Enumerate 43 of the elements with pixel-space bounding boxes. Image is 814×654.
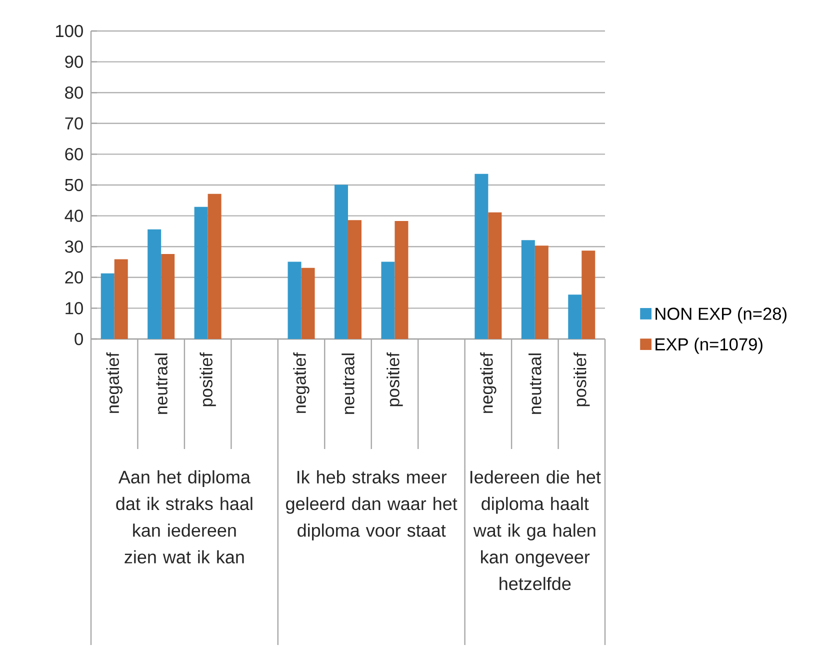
bar [568, 294, 582, 340]
bar [521, 240, 535, 340]
legend-label: NON EXP (n=28) [656, 307, 786, 324]
bar [114, 259, 128, 340]
y-tick-label: 30 [65, 240, 83, 253]
bar [348, 220, 362, 340]
y-tick-label: 40 [64, 210, 83, 222]
y-tick-label: 70 [65, 117, 83, 130]
text: Iedereen die het diploma haalt wat ik ga halen kan ongeveer hetzelfde [470, 470, 601, 590]
x-tick-label: neutraal [342, 354, 354, 414]
bar [394, 221, 408, 340]
bar [534, 246, 548, 340]
x-tick-label: negatief [106, 352, 122, 413]
bar [301, 268, 315, 340]
bar [194, 206, 208, 340]
bar [582, 250, 596, 340]
y-tick-label: 90 [65, 56, 83, 68]
x-tick-label: positief [574, 352, 590, 406]
bar [148, 229, 162, 340]
x-tick-label: neutraal [528, 354, 542, 414]
bar [100, 273, 114, 340]
x-tick-label: positief [200, 352, 216, 406]
bar [288, 262, 302, 340]
bar [381, 262, 395, 340]
y-tick-label: 100 [56, 24, 83, 38]
y-tick-label: 0 [74, 332, 83, 346]
y-tick-label: 20 [65, 271, 83, 284]
y-tick-label: 60 [65, 148, 83, 160]
y-tick-label: 80 [65, 86, 83, 99]
x-tick-label: negatief [293, 352, 310, 413]
bar [474, 174, 488, 340]
y-tick-label: 10 [66, 302, 83, 314]
x-tick-label: negatief [480, 352, 496, 413]
y-tick-label: 50 [65, 178, 83, 192]
text: Aan het diploma dat ik straks haal kan iedereen zien wat ik kan [116, 470, 252, 564]
text: Ik heb straks meer geleerd dan waar het diploma voor staat [286, 470, 458, 540]
bar [161, 254, 175, 340]
bar [334, 184, 348, 340]
bar [208, 194, 222, 340]
legend-label: EXP (n=1079) [656, 338, 762, 354]
x-tick-label: neutraal [154, 354, 168, 414]
x-tick-label: positief [386, 352, 403, 406]
bar [488, 212, 502, 340]
